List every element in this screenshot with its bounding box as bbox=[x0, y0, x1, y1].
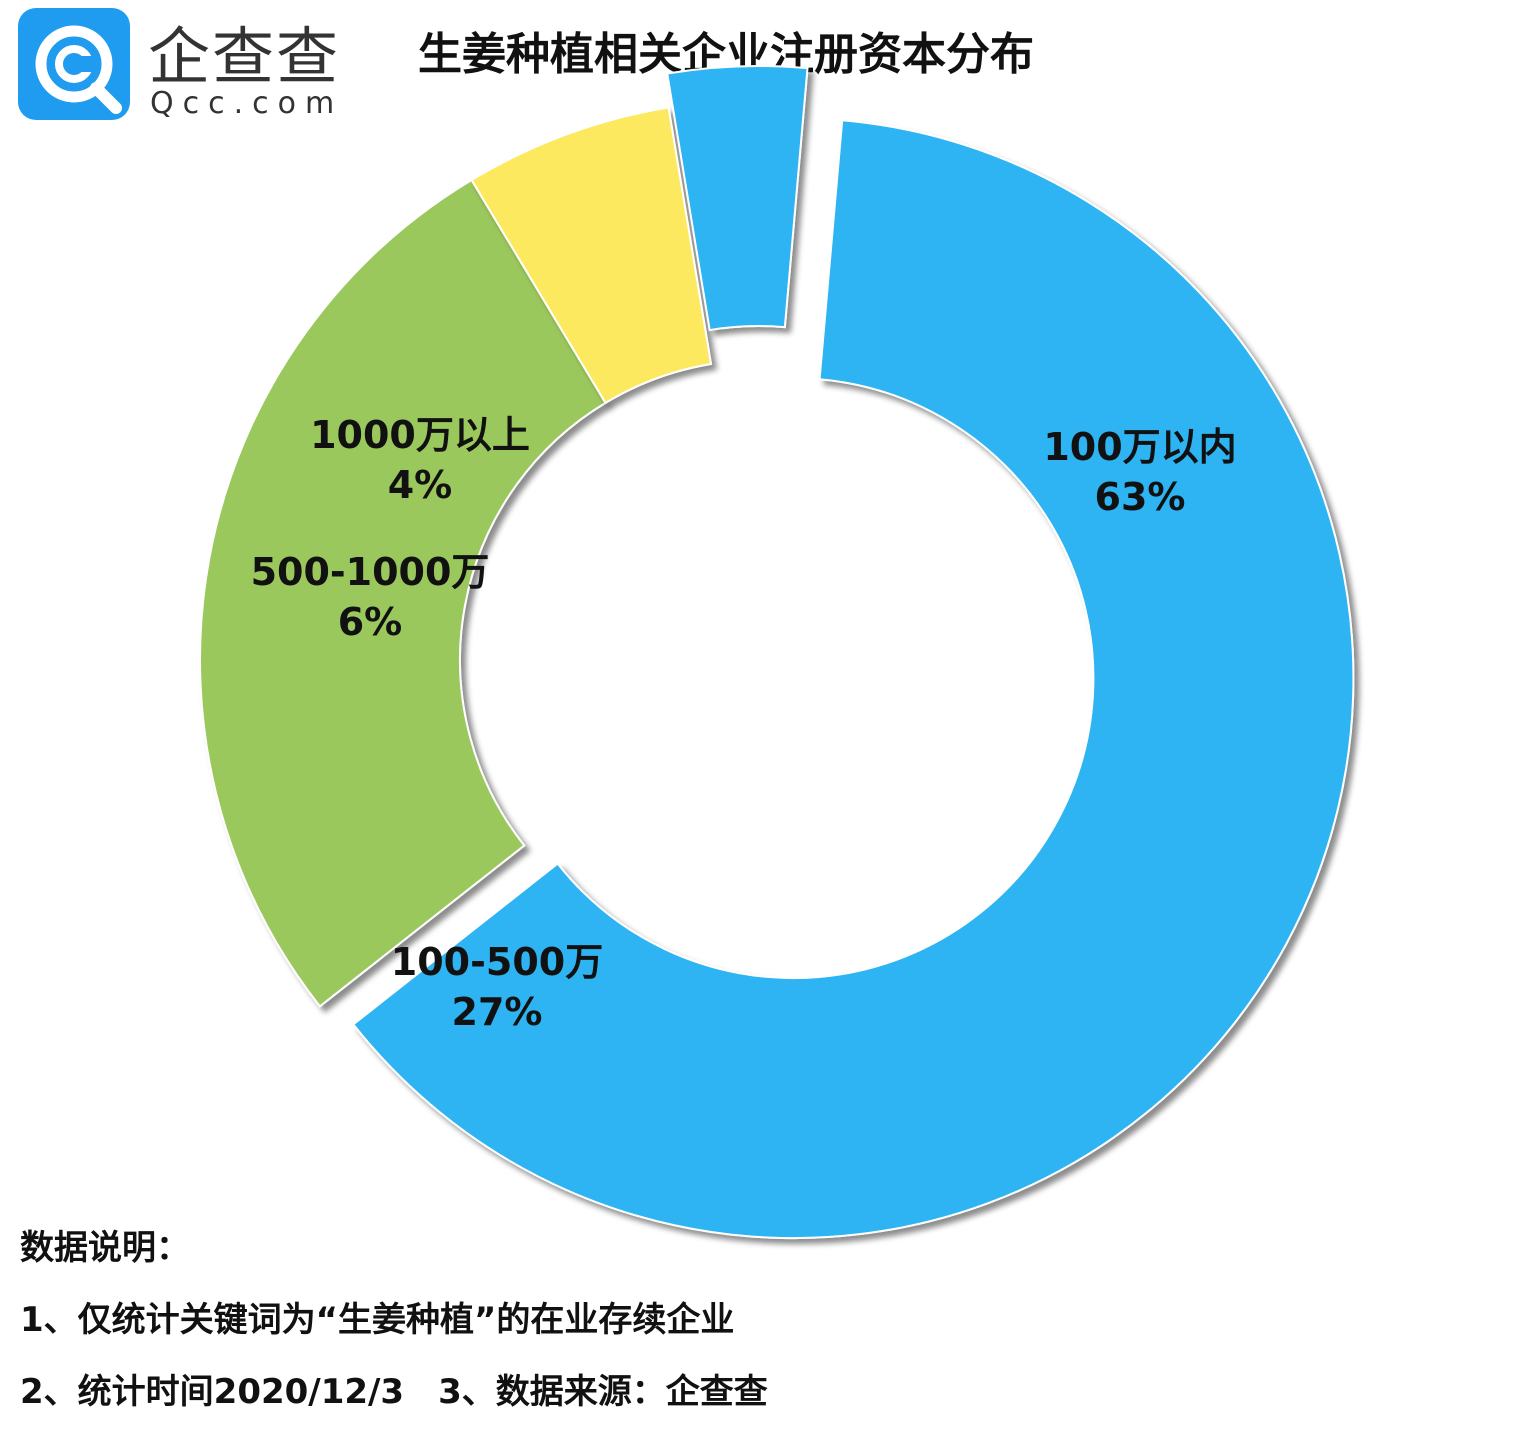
logo-text-cn: 企查查 bbox=[148, 20, 341, 93]
slice-percent-3: 4% bbox=[388, 463, 453, 507]
slice-label-3: 1000万以上 bbox=[310, 413, 530, 457]
notes-heading: 数据说明： bbox=[20, 1228, 190, 1268]
slice-percent-1: 27% bbox=[452, 990, 543, 1034]
qcc-logo-icon bbox=[18, 8, 130, 120]
slice-2 bbox=[470, 106, 713, 405]
slice-label-2: 500-1000万 bbox=[251, 550, 490, 594]
data-notes: 数据说明： 1、仅统计关键词为“生姜种植”的在业存续企业 2、统计时间2020/… bbox=[20, 1218, 768, 1434]
notes-line-1: 1、仅统计关键词为“生姜种植”的在业存续企业 bbox=[20, 1300, 735, 1340]
logo-text-en: Qcc.com bbox=[150, 86, 344, 121]
slice-3 bbox=[666, 65, 809, 332]
slice-percent-0: 63% bbox=[1095, 475, 1186, 519]
qcc-logo: 企查查 Qcc.com bbox=[18, 8, 348, 126]
slice-percent-2: 6% bbox=[338, 600, 403, 644]
slice-1 bbox=[199, 178, 607, 1008]
notes-line-2: 2、统计时间2020/12/3 3、数据来源：企查查 bbox=[20, 1372, 768, 1412]
slice-label-0: 100万以内 bbox=[1043, 425, 1236, 469]
slice-0 bbox=[351, 119, 1355, 1240]
slice-label-1: 100-500万 bbox=[391, 940, 603, 984]
